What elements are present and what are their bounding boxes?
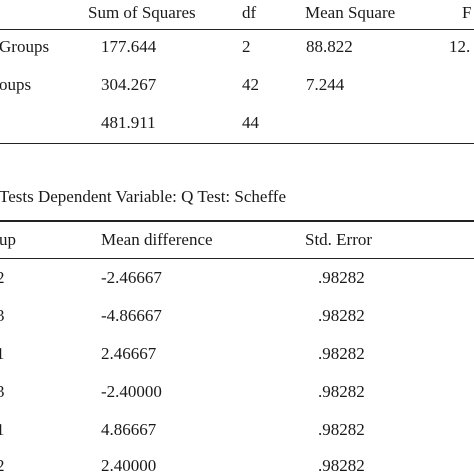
posthoc-caption: Tests Dependent Variable: Q Test: Scheff… [0,187,287,206]
posthoc-row-std-error: .98282 [318,420,365,439]
posthoc-row-std-error: .98282 [318,306,365,325]
anova-row-df: 2 [242,37,251,56]
anova-row-f: 12. [449,37,471,56]
posthoc-row-mean-difference: -4.86667 [101,306,162,325]
anova-row-df: 42 [242,75,259,94]
anova-row-ss: 304.267 [101,75,157,94]
anova-header-df: df [242,3,257,22]
posthoc-row-mean-difference: -2.46667 [101,268,162,287]
anova-row-ms: 7.244 [306,75,345,94]
posthoc-row-mean-difference: -2.40000 [101,382,162,401]
posthoc-row-mean-difference: 4.86667 [101,420,157,439]
posthoc-row-mean-difference: 2.40000 [101,456,157,474]
posthoc-row-std-error: .98282 [318,382,365,401]
posthoc-top-rule [0,220,474,222]
posthoc-header-mean-difference: Mean difference [101,230,213,249]
posthoc-header-group: up [0,230,16,249]
posthoc-row-std-error: .98282 [318,344,365,363]
anova-row-label: oups [0,75,32,94]
anova-row-ms: 88.822 [306,37,353,56]
anova-bottom-rule [0,143,474,144]
posthoc-row-group: 3 [0,382,5,401]
posthoc-row-mean-difference: 2.46667 [101,344,157,363]
posthoc-header-rule [0,258,474,259]
anova-row-ss: 177.644 [101,37,157,56]
posthoc-row-std-error: .98282 [318,456,365,474]
anova-header-rule [0,29,474,30]
anova-header-sum-of-squares: Sum of Squares [88,3,196,22]
posthoc-row-group: 1 [0,344,5,363]
anova-row-ss: 481.911 [101,113,156,132]
anova-header-mean-square: Mean Square [305,3,396,22]
posthoc-header-std-error: Std. Error [305,230,373,249]
posthoc-row-group: 1 [0,420,5,439]
anova-row-label: Groups [0,37,50,56]
anova-header-f: F [462,3,472,22]
posthoc-row-group: 2 [0,456,5,474]
posthoc-row-group: 2 [0,268,5,287]
posthoc-row-group: 3 [0,306,5,325]
posthoc-row-std-error: .98282 [318,268,365,287]
anova-row-df: 44 [242,113,259,132]
